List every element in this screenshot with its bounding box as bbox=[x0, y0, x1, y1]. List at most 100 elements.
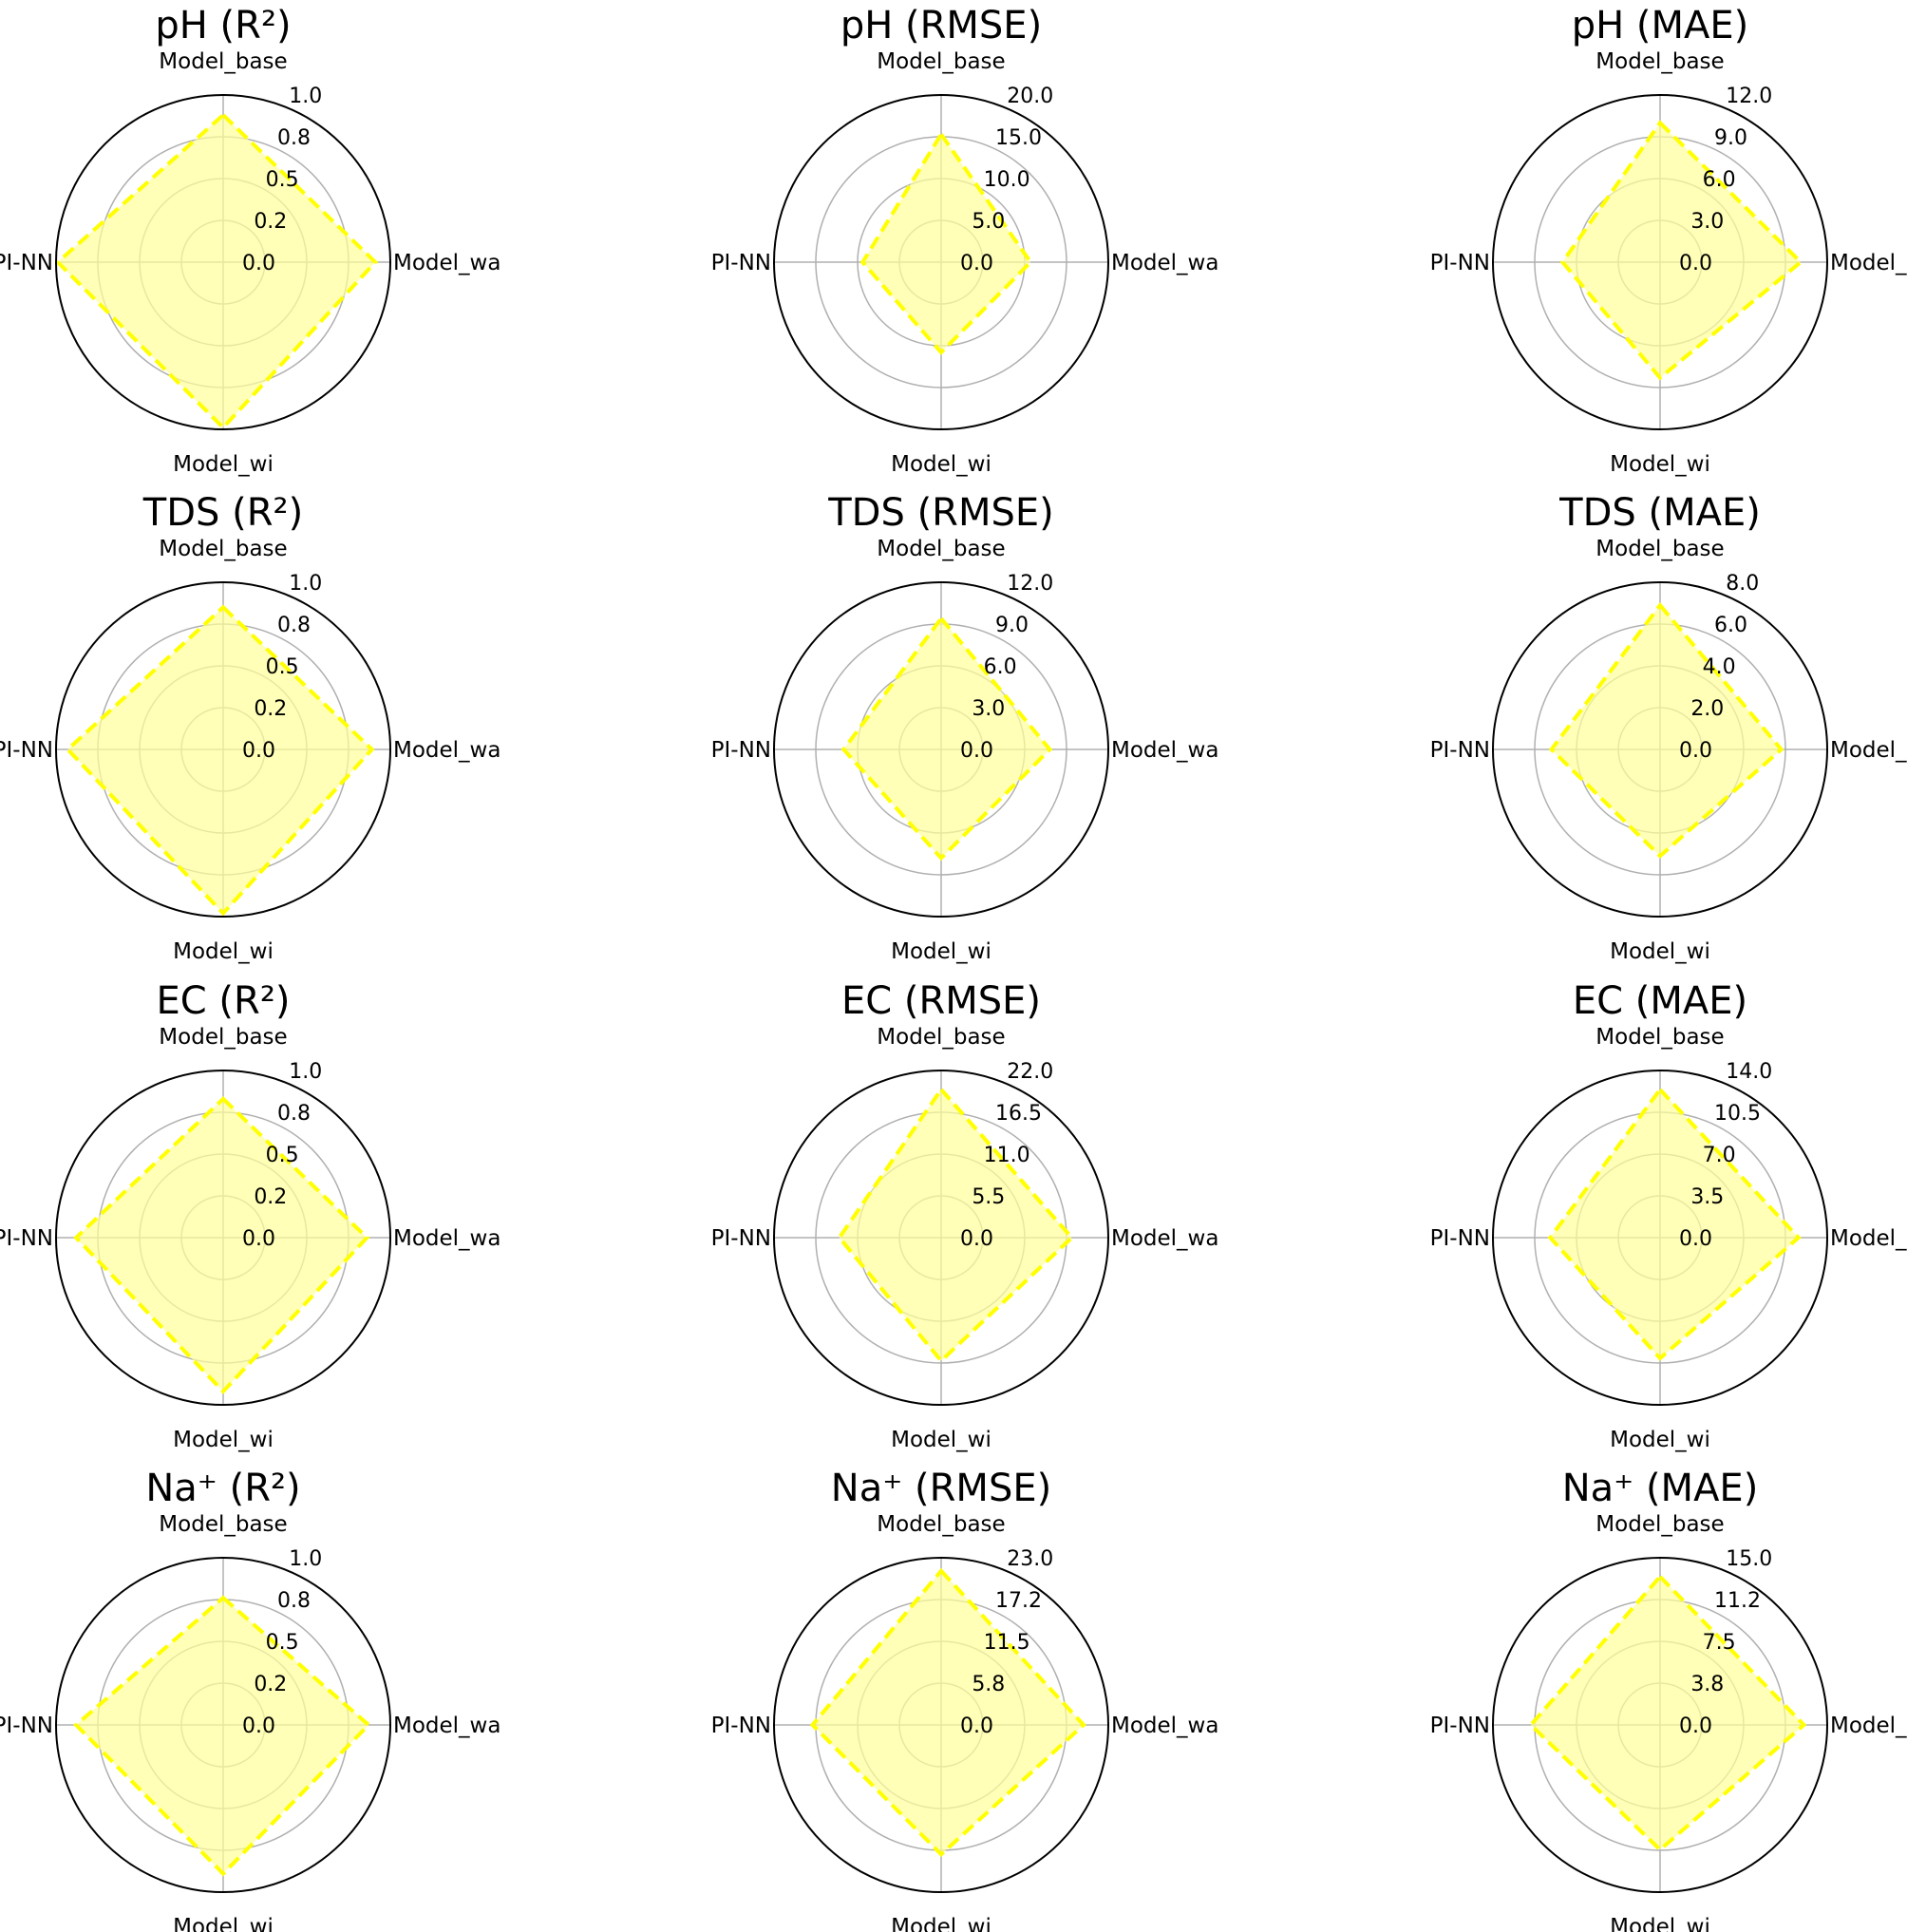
category-label: Model_wi bbox=[891, 1428, 991, 1452]
category-label: Model_base bbox=[877, 1512, 1005, 1537]
category-label: Model_base bbox=[1595, 49, 1724, 74]
tick-label: 15.0 bbox=[1726, 1547, 1772, 1571]
outer-ring bbox=[773, 1557, 1109, 1893]
tick-label: 0.5 bbox=[266, 1144, 299, 1167]
category-label: PI-NN bbox=[0, 738, 53, 763]
outer-ring bbox=[1492, 1557, 1828, 1893]
panel-title: EC (MAE) bbox=[1573, 979, 1747, 1023]
tick-label: 0.0 bbox=[242, 252, 275, 275]
tick-label: 17.2 bbox=[995, 1589, 1042, 1613]
category-label: Model_base bbox=[1595, 537, 1724, 561]
tick-label: 11.2 bbox=[1714, 1589, 1761, 1613]
tick-label: 12.0 bbox=[1007, 572, 1053, 596]
data-polygon bbox=[837, 1086, 1075, 1364]
tick-label: 6.0 bbox=[1703, 168, 1736, 192]
category-label: Model_wa bbox=[393, 251, 500, 275]
category-label: Model_wa bbox=[1111, 738, 1218, 763]
data-polygon bbox=[1528, 1573, 1807, 1853]
category-label: Model_wa bbox=[1111, 1226, 1218, 1251]
tick-label: 0.5 bbox=[266, 168, 299, 192]
category-label: Model_wi bbox=[1610, 1915, 1710, 1932]
data-polygon bbox=[840, 615, 1053, 862]
category-label: Model_wi bbox=[173, 452, 274, 477]
data-polygon bbox=[1548, 601, 1784, 859]
tick-label: 0.0 bbox=[960, 739, 993, 763]
category-label: Model_wi bbox=[173, 939, 274, 964]
panel-title: Na⁺ (R²) bbox=[145, 1467, 300, 1510]
tick-label: 3.5 bbox=[1690, 1185, 1724, 1209]
tick-label: 0.2 bbox=[254, 1673, 287, 1696]
panel-title: pH (RMSE) bbox=[840, 4, 1042, 47]
tick-label: 0.0 bbox=[1679, 739, 1712, 763]
panel-title: TDS (RMSE) bbox=[827, 491, 1054, 535]
category-label: PI-NN bbox=[1430, 1226, 1490, 1251]
category-label: PI-NN bbox=[0, 1226, 53, 1251]
tick-label: 15.0 bbox=[995, 126, 1042, 150]
outer-ring bbox=[1492, 1070, 1828, 1406]
tick-label: 10.5 bbox=[1714, 1102, 1761, 1126]
category-label: Model_base bbox=[159, 49, 287, 74]
tick-label: 0.2 bbox=[254, 697, 287, 721]
tick-label: 11.0 bbox=[984, 1144, 1030, 1167]
panel-title: Na⁺ (RMSE) bbox=[831, 1467, 1051, 1510]
tick-label: 0.0 bbox=[960, 252, 993, 275]
category-label: Model_wa bbox=[1111, 251, 1218, 275]
category-label: Model_base bbox=[877, 1025, 1005, 1050]
data-polygon bbox=[54, 112, 378, 431]
panel-title: TDS (R²) bbox=[142, 491, 303, 535]
tick-label: 12.0 bbox=[1726, 85, 1772, 108]
category-label: PI-NN bbox=[711, 1226, 771, 1251]
data-polygon bbox=[859, 130, 1033, 355]
category-label: Model_base bbox=[159, 1025, 287, 1050]
tick-label: 0.8 bbox=[277, 126, 311, 150]
tick-label: 3.8 bbox=[1690, 1673, 1724, 1696]
panel-title: EC (R²) bbox=[157, 979, 291, 1023]
tick-label: 10.0 bbox=[984, 168, 1030, 192]
tick-label: 0.0 bbox=[960, 1227, 993, 1251]
tick-label: 1.0 bbox=[289, 1547, 322, 1571]
category-label: Model_wa bbox=[1830, 738, 1907, 763]
data-polygon bbox=[809, 1567, 1086, 1857]
category-label: Model_wi bbox=[891, 939, 991, 964]
tick-label: 0.0 bbox=[242, 739, 275, 763]
category-label: Model_wa bbox=[1830, 251, 1907, 275]
tick-label: 11.5 bbox=[984, 1631, 1030, 1655]
tick-label: 5.5 bbox=[972, 1185, 1005, 1209]
category-label: Model_base bbox=[1595, 1025, 1724, 1050]
tick-label: 1.0 bbox=[289, 1060, 322, 1084]
tick-label: 0.0 bbox=[960, 1714, 993, 1738]
category-label: PI-NN bbox=[1430, 1714, 1490, 1738]
tick-label: 0.0 bbox=[1679, 1227, 1712, 1251]
tick-label: 3.0 bbox=[1690, 210, 1724, 234]
tick-label: 0.2 bbox=[254, 210, 287, 234]
tick-label: 0.2 bbox=[254, 1185, 287, 1209]
tick-label: 0.8 bbox=[277, 1589, 311, 1613]
tick-label: 9.0 bbox=[995, 614, 1029, 637]
data-polygon bbox=[65, 604, 375, 917]
category-label: Model_base bbox=[1595, 1512, 1724, 1537]
outer-ring bbox=[1492, 94, 1828, 430]
tick-label: 0.8 bbox=[277, 1102, 311, 1126]
outer-ring bbox=[773, 581, 1109, 918]
category-label: Model_wi bbox=[173, 1915, 274, 1932]
tick-label: 0.0 bbox=[1679, 1714, 1712, 1738]
category-label: Model_base bbox=[159, 537, 287, 561]
category-label: Model_wa bbox=[1111, 1714, 1218, 1738]
tick-label: 0.5 bbox=[266, 1631, 299, 1655]
outer-ring bbox=[55, 1070, 391, 1406]
tick-label: 4.0 bbox=[1703, 655, 1736, 679]
category-label: PI-NN bbox=[0, 251, 53, 275]
outer-ring bbox=[773, 1070, 1109, 1406]
panel-title: pH (MAE) bbox=[1572, 4, 1749, 47]
tick-label: 0.0 bbox=[242, 1227, 275, 1251]
category-label: Model_base bbox=[159, 1512, 287, 1537]
category-label: Model_base bbox=[877, 537, 1005, 561]
